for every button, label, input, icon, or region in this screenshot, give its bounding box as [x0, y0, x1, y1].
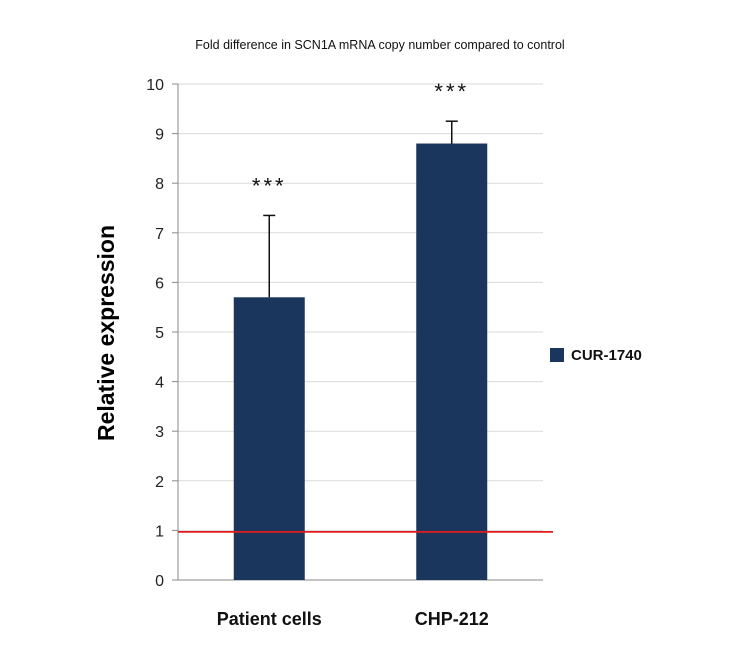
y-tick-label: 0 [155, 573, 164, 590]
y-tick-label: 8 [155, 176, 164, 193]
legend-swatch [550, 348, 564, 362]
y-tick-label: 9 [155, 127, 164, 144]
chart-title: Fold difference in SCN1A mRNA copy numbe… [195, 38, 564, 52]
y-tick-label: 10 [146, 77, 164, 94]
y-tick-label: 1 [155, 523, 164, 540]
y-axis-label: Relative expression [93, 225, 119, 441]
error-bars [263, 120, 458, 298]
y-tick-label: 4 [155, 375, 164, 392]
x-tick-labels: Patient cells CHP-212 [217, 609, 489, 629]
bar [233, 297, 305, 580]
y-tick-label: 3 [155, 424, 164, 441]
x-tick-label: Patient cells [217, 609, 322, 629]
y-tick-label: 5 [155, 325, 164, 342]
y-tick-label: 2 [155, 474, 164, 491]
legend: CUR-1740 [550, 347, 642, 364]
grid-lines [178, 83, 543, 531]
legend-label: CUR-1740 [571, 347, 642, 364]
x-tick-label: CHP-212 [415, 609, 489, 629]
bar [416, 143, 488, 580]
y-tick-label: 7 [155, 226, 164, 243]
significance-label: *** [252, 173, 287, 198]
significance-labels: *** *** [252, 79, 469, 198]
y-tick-label: 6 [155, 275, 164, 292]
bars [233, 143, 488, 580]
y-tick-labels: 0 1 2 3 4 5 6 7 8 9 10 [146, 77, 164, 590]
significance-label: *** [434, 79, 469, 104]
